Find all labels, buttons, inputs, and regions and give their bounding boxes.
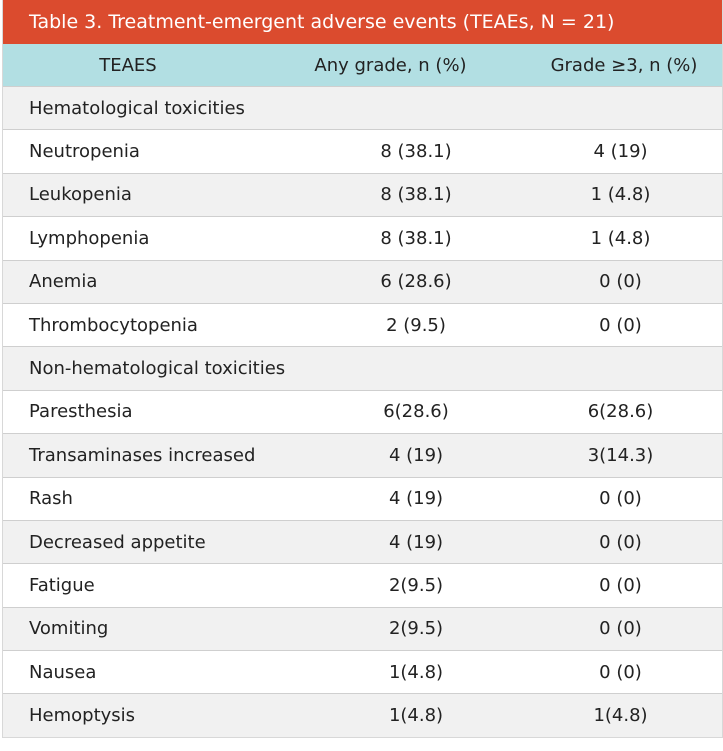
table-row: Transaminases increased 4 (19) 3(14.3) (3, 433, 722, 477)
cell-grade-3: 0 (0) (599, 618, 642, 640)
cell-any-grade: 1(4.8) (388, 661, 444, 683)
row-label: Rash (29, 488, 73, 510)
section-row: Hematological toxicities (3, 86, 722, 130)
table-row: Thrombocytopenia 2 (9.5) 0 (0) (3, 302, 722, 346)
cell-grade-3: 0 (0) (599, 488, 642, 510)
table-row: Neutropenia 8 (38.1) 4 (19) (3, 129, 722, 172)
cell-any-grade: 2 (9.5) (386, 314, 446, 336)
header-grade-3: Grade ≥3, n (%) (550, 54, 698, 76)
cell-any-grade: 8 (38.1) (380, 227, 452, 249)
table-header-row: TEAES Any grade, n (%) Grade ≥3, n (%) (3, 44, 722, 86)
cell-grade-3: 4 (19) (593, 141, 648, 163)
cell-grade-3: 6(28.6) (587, 401, 654, 423)
cell-any-grade: 4 (19) (388, 531, 444, 553)
row-label: Lymphopenia (29, 227, 150, 249)
table-row: Rash 4 (19) 0 (0) (3, 476, 722, 520)
header-teaes: TEAES (99, 54, 157, 76)
table-title: Table 3. Treatment-emergent adverse even… (3, 0, 722, 44)
row-label: Decreased appetite (29, 531, 206, 553)
table-row: Vomiting 2(9.5) 0 (0) (3, 606, 722, 651)
cell-grade-3: 0 (0) (599, 271, 642, 293)
cell-grade-3: 1 (4.8) (590, 227, 651, 249)
cell-grade-3: 0 (0) (599, 574, 642, 596)
table-row: Lymphopenia 8 (38.1) 1 (4.8) (3, 216, 722, 259)
table-row: Decreased appetite 4 (19) 0 (0) (3, 519, 722, 564)
row-label: Fatigue (29, 574, 95, 596)
row-label: Hematological toxicities (29, 97, 245, 119)
row-label: Nausea (29, 661, 97, 683)
row-label: Hemoptysis (29, 705, 136, 727)
cell-grade-3: 0 (0) (599, 531, 642, 553)
row-label: Non-hematological toxicities (29, 358, 286, 380)
cell-any-grade: 4 (19) (388, 488, 444, 510)
table-row: Leukopenia 8 (38.1) 1 (4.8) (3, 172, 722, 217)
cell-any-grade: 2(9.5) (388, 618, 444, 640)
row-label: Vomiting (29, 618, 109, 640)
cell-grade-3: 3(14.3) (587, 444, 654, 466)
cell-any-grade: 2(9.5) (388, 574, 444, 596)
table-row: Fatigue 2(9.5) 0 (0) (3, 563, 722, 606)
table-row: Anemia 6 (28.6) 0 (0) (3, 259, 722, 303)
row-label: Thrombocytopenia (29, 314, 198, 336)
header-any-grade: Any grade, n (%) (314, 54, 467, 76)
table-row: Hemoptysis 1(4.8) 1(4.8) (3, 693, 722, 737)
adverse-events-table: Table 3. Treatment-emergent adverse even… (2, 0, 723, 738)
cell-grade-3: 1 (4.8) (590, 184, 651, 206)
cell-any-grade: 1(4.8) (388, 705, 444, 727)
cell-any-grade: 4 (19) (388, 444, 444, 466)
cell-any-grade: 6 (28.6) (380, 271, 452, 293)
row-label: Leukopenia (29, 184, 132, 206)
section-row: Non-hematological toxicities (3, 346, 722, 390)
cell-grade-3: 0 (0) (599, 661, 642, 683)
cell-grade-3: 1(4.8) (593, 705, 648, 727)
table-row: Paresthesia 6(28.6) 6(28.6) (3, 389, 722, 433)
cell-any-grade: 6(28.6) (383, 401, 449, 423)
table-body: Hematological toxicities Neutropenia 8 (38… (3, 86, 722, 737)
cell-any-grade: 8 (38.1) (380, 141, 452, 163)
cell-any-grade: 8 (38.1) (380, 184, 452, 206)
table-row: Nausea 1(4.8) 0 (0) (3, 650, 722, 693)
row-label: Transaminases increased (29, 444, 256, 466)
row-label: Neutropenia (29, 141, 140, 163)
cell-grade-3: 0 (0) (599, 314, 642, 336)
row-label: Paresthesia (29, 401, 133, 423)
row-label: Anemia (29, 271, 98, 293)
